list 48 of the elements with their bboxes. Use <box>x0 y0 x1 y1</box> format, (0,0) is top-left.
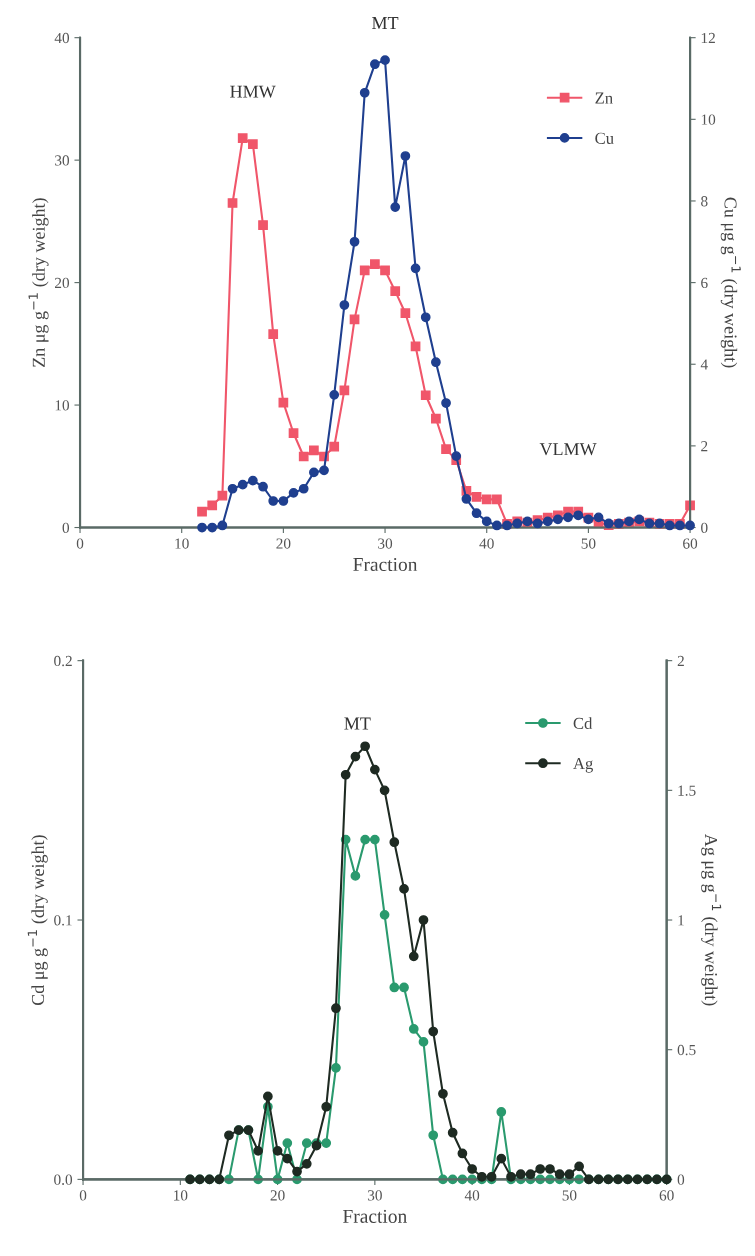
x-tick-label: 30 <box>378 538 393 549</box>
y-axis-title: Cd μg g$^{−1}$ (dry weight) <box>27 835 48 1006</box>
legend-label: Cd <box>573 717 593 729</box>
annotation: MT <box>344 717 371 730</box>
legend-label: Zn <box>595 92 613 104</box>
x-tick-label: 40 <box>464 1190 480 1201</box>
y2-tick-label: 0 <box>701 522 708 533</box>
x-tick-label: 40 <box>479 538 494 549</box>
annotation: VLMW <box>539 443 597 456</box>
x-tick-label: 50 <box>562 1190 577 1201</box>
x-tick-label: 0 <box>76 538 84 549</box>
y2-tick-label: 0 <box>677 1174 685 1185</box>
y2-tick-label: 12 <box>701 32 715 43</box>
y-tick-label: 40 <box>54 32 70 44</box>
annotation: HMW <box>230 85 276 98</box>
x-tick-label: 20 <box>276 538 291 549</box>
y2-tick-label: 8 <box>701 196 708 207</box>
y-tick-label: 0.0 <box>54 1174 73 1185</box>
y-tick-label: 0 <box>62 522 70 533</box>
x-axis-title: Fraction <box>343 1209 407 1223</box>
x-axis-title: Fraction <box>353 557 418 572</box>
y2-axis-title: Cu μg g$^{−1}$ (dry weight) <box>720 197 741 368</box>
x-tick-label: 10 <box>174 1190 188 1201</box>
y2-tick-label: 0.5 <box>677 1044 696 1056</box>
x-tick-label: 60 <box>683 538 698 549</box>
y2-tick-label: 6 <box>701 277 708 289</box>
x-tick-label: 50 <box>581 538 596 549</box>
y-tick-label: 10 <box>55 400 70 411</box>
y-axis-title: Zn μg g$^{−1}$ (dry weight) <box>28 198 49 367</box>
x-tick-label: 20 <box>270 1190 285 1201</box>
y2-tick-label: 2 <box>701 441 708 452</box>
y2-tick-label: 1.5 <box>678 785 696 796</box>
x-tick-label: 0 <box>79 1190 87 1201</box>
y2-axis-title: Ag μg g$^{−1}$ (dry weight) <box>701 833 722 1006</box>
legend-label: Cu <box>595 132 614 144</box>
y-tick-label: 0.1 <box>54 915 72 926</box>
y-tick-label: 0.2 <box>54 655 72 667</box>
x-tick-label: 60 <box>659 1190 674 1201</box>
y2-tick-label: 10 <box>701 114 716 125</box>
y-tick-label: 20 <box>55 277 70 289</box>
legend-label: Ag <box>573 758 593 773</box>
x-tick-label: 10 <box>175 538 189 549</box>
y-tick-label: 30 <box>55 155 70 166</box>
x-tick-label: 30 <box>367 1190 382 1201</box>
text: MT <box>372 17 399 29</box>
y2-tick-label: 2 <box>677 655 684 666</box>
y2-tick-label: 4 <box>700 359 708 370</box>
y2-tick-label: 1 <box>678 915 684 926</box>
